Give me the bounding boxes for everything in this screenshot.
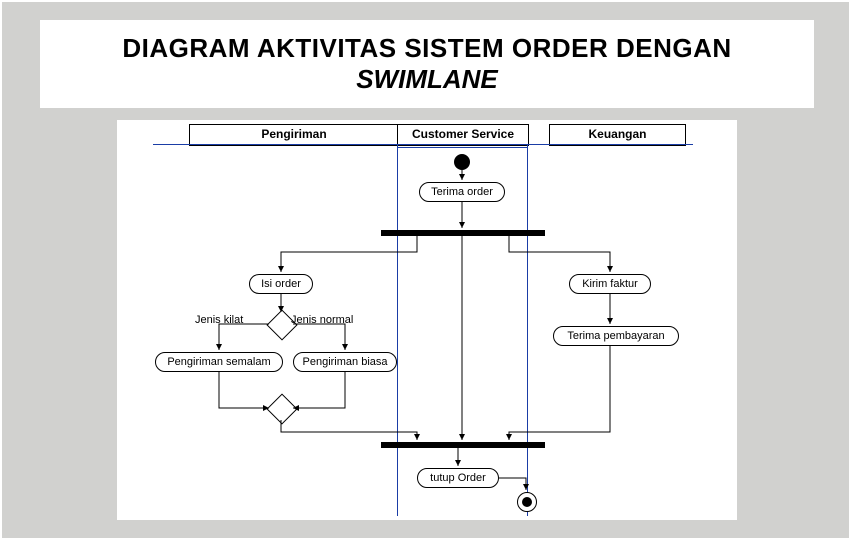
join-bar (381, 442, 545, 448)
activity-kirim-faktur: Kirim faktur (569, 274, 651, 294)
fork-bar (381, 230, 545, 236)
activity-tutup-order: tutup Order (417, 468, 499, 488)
activity-isi-order: Isi order (249, 274, 313, 294)
diagram-canvas: Pengiriman Customer Service Keuangan Ter… (117, 120, 737, 520)
title-line-2: SWIMLANE (356, 64, 498, 95)
activity-pengiriman-biasa: Pengiriman biasa (293, 352, 397, 372)
lane-header-cs: Customer Service (397, 124, 529, 146)
header-underline-1 (153, 144, 693, 145)
final-node (517, 492, 537, 512)
label-jenis-kilat: Jenis kilat (195, 314, 243, 326)
label-jenis-normal: Jenis normal (291, 314, 353, 326)
lane-divider-1 (397, 144, 398, 516)
lane-divider-2 (527, 144, 528, 516)
lane-header-pengiriman: Pengiriman (189, 124, 399, 146)
title-box: DIAGRAM AKTIVITAS SISTEM ORDER DENGAN SW… (40, 20, 814, 108)
title-line-1: DIAGRAM AKTIVITAS SISTEM ORDER DENGAN (122, 33, 731, 64)
slide: DIAGRAM AKTIVITAS SISTEM ORDER DENGAN SW… (0, 0, 851, 540)
activity-pengiriman-semalam: Pengiriman semalam (155, 352, 283, 372)
activity-terima-pembayaran: Terima pembayaran (553, 326, 679, 346)
merge-diamond (266, 393, 297, 424)
initial-node (454, 154, 470, 170)
header-underline-2 (397, 147, 527, 148)
lane-header-keuangan: Keuangan (549, 124, 686, 146)
activity-terima-order: Terima order (419, 182, 505, 202)
